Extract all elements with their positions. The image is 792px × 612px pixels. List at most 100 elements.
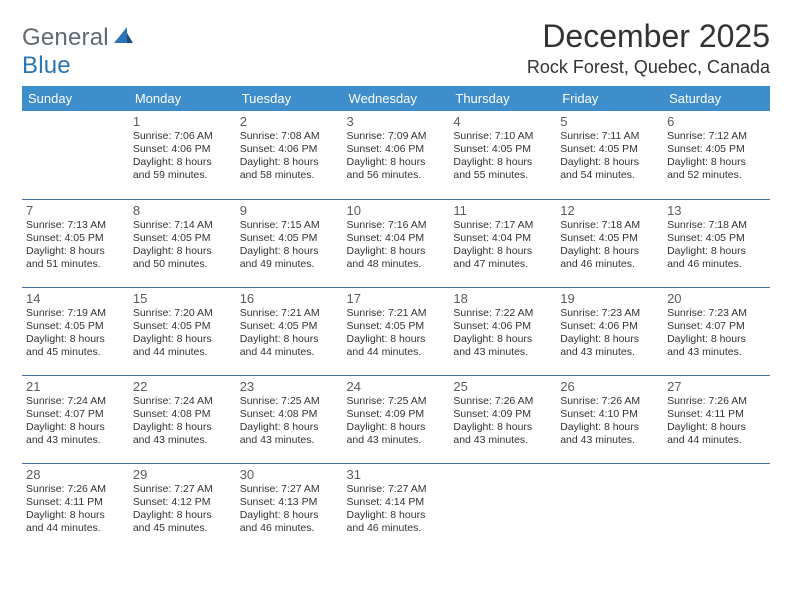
day-info: Sunrise: 7:25 AMSunset: 4:08 PMDaylight:… xyxy=(240,395,339,448)
day-number: 30 xyxy=(240,467,339,482)
calendar-row: 21Sunrise: 7:24 AMSunset: 4:07 PMDayligh… xyxy=(22,375,770,463)
day-info: Sunrise: 7:26 AMSunset: 4:11 PMDaylight:… xyxy=(26,483,125,536)
day-info: Sunrise: 7:11 AMSunset: 4:05 PMDaylight:… xyxy=(560,130,659,183)
day-number: 23 xyxy=(240,379,339,394)
day-info: Sunrise: 7:08 AMSunset: 4:06 PMDaylight:… xyxy=(240,130,339,183)
day-info: Sunrise: 7:06 AMSunset: 4:06 PMDaylight:… xyxy=(133,130,232,183)
calendar-cell: 25Sunrise: 7:26 AMSunset: 4:09 PMDayligh… xyxy=(449,375,556,463)
day-info: Sunrise: 7:26 AMSunset: 4:11 PMDaylight:… xyxy=(667,395,766,448)
day-info: Sunrise: 7:18 AMSunset: 4:05 PMDaylight:… xyxy=(667,219,766,272)
day-number: 21 xyxy=(26,379,125,394)
day-number: 11 xyxy=(453,203,552,218)
day-info: Sunrise: 7:19 AMSunset: 4:05 PMDaylight:… xyxy=(26,307,125,360)
day-info: Sunrise: 7:23 AMSunset: 4:06 PMDaylight:… xyxy=(560,307,659,360)
calendar-body: 1Sunrise: 7:06 AMSunset: 4:06 PMDaylight… xyxy=(22,111,770,551)
calendar-cell: 11Sunrise: 7:17 AMSunset: 4:04 PMDayligh… xyxy=(449,199,556,287)
day-info: Sunrise: 7:21 AMSunset: 4:05 PMDaylight:… xyxy=(240,307,339,360)
day-number: 26 xyxy=(560,379,659,394)
day-number: 13 xyxy=(667,203,766,218)
day-number: 2 xyxy=(240,114,339,129)
calendar-cell: 9Sunrise: 7:15 AMSunset: 4:05 PMDaylight… xyxy=(236,199,343,287)
day-info: Sunrise: 7:18 AMSunset: 4:05 PMDaylight:… xyxy=(560,219,659,272)
day-number: 10 xyxy=(347,203,446,218)
logo-word1: General xyxy=(22,24,109,51)
calendar-cell: 1Sunrise: 7:06 AMSunset: 4:06 PMDaylight… xyxy=(129,111,236,199)
calendar-row: 14Sunrise: 7:19 AMSunset: 4:05 PMDayligh… xyxy=(22,287,770,375)
day-info: Sunrise: 7:10 AMSunset: 4:05 PMDaylight:… xyxy=(453,130,552,183)
calendar-cell xyxy=(449,463,556,551)
day-info: Sunrise: 7:20 AMSunset: 4:05 PMDaylight:… xyxy=(133,307,232,360)
calendar-cell: 12Sunrise: 7:18 AMSunset: 4:05 PMDayligh… xyxy=(556,199,663,287)
calendar-cell: 8Sunrise: 7:14 AMSunset: 4:05 PMDaylight… xyxy=(129,199,236,287)
logo-word2: Blue xyxy=(22,52,71,79)
logo-sail-icon xyxy=(113,25,135,50)
day-info: Sunrise: 7:22 AMSunset: 4:06 PMDaylight:… xyxy=(453,307,552,360)
day-number: 18 xyxy=(453,291,552,306)
day-number: 3 xyxy=(347,114,446,129)
calendar-row: 7Sunrise: 7:13 AMSunset: 4:05 PMDaylight… xyxy=(22,199,770,287)
calendar-table: SundayMondayTuesdayWednesdayThursdayFrid… xyxy=(22,86,770,551)
calendar-cell xyxy=(663,463,770,551)
day-number: 8 xyxy=(133,203,232,218)
day-number: 25 xyxy=(453,379,552,394)
calendar-cell xyxy=(22,111,129,199)
calendar-cell: 31Sunrise: 7:27 AMSunset: 4:14 PMDayligh… xyxy=(343,463,450,551)
day-info: Sunrise: 7:09 AMSunset: 4:06 PMDaylight:… xyxy=(347,130,446,183)
day-header: Saturday xyxy=(663,86,770,111)
day-number: 24 xyxy=(347,379,446,394)
day-info: Sunrise: 7:23 AMSunset: 4:07 PMDaylight:… xyxy=(667,307,766,360)
header-row: General Blue December 2025 Rock Forest, … xyxy=(22,18,770,86)
day-info: Sunrise: 7:14 AMSunset: 4:05 PMDaylight:… xyxy=(133,219,232,272)
calendar-cell: 19Sunrise: 7:23 AMSunset: 4:06 PMDayligh… xyxy=(556,287,663,375)
day-number: 7 xyxy=(26,203,125,218)
day-number: 12 xyxy=(560,203,659,218)
logo-text-block: General Blue xyxy=(22,24,135,80)
calendar-cell: 30Sunrise: 7:27 AMSunset: 4:13 PMDayligh… xyxy=(236,463,343,551)
day-header: Wednesday xyxy=(343,86,450,111)
day-number: 16 xyxy=(240,291,339,306)
calendar-cell: 2Sunrise: 7:08 AMSunset: 4:06 PMDaylight… xyxy=(236,111,343,199)
day-info: Sunrise: 7:24 AMSunset: 4:08 PMDaylight:… xyxy=(133,395,232,448)
calendar-cell: 14Sunrise: 7:19 AMSunset: 4:05 PMDayligh… xyxy=(22,287,129,375)
calendar-cell xyxy=(556,463,663,551)
title-block: December 2025 Rock Forest, Quebec, Canad… xyxy=(527,18,770,86)
day-info: Sunrise: 7:27 AMSunset: 4:13 PMDaylight:… xyxy=(240,483,339,536)
calendar-cell: 26Sunrise: 7:26 AMSunset: 4:10 PMDayligh… xyxy=(556,375,663,463)
calendar-cell: 17Sunrise: 7:21 AMSunset: 4:05 PMDayligh… xyxy=(343,287,450,375)
day-number: 1 xyxy=(133,114,232,129)
day-number: 31 xyxy=(347,467,446,482)
day-info: Sunrise: 7:26 AMSunset: 4:09 PMDaylight:… xyxy=(453,395,552,448)
calendar-cell: 24Sunrise: 7:25 AMSunset: 4:09 PMDayligh… xyxy=(343,375,450,463)
day-info: Sunrise: 7:12 AMSunset: 4:05 PMDaylight:… xyxy=(667,130,766,183)
calendar-cell: 20Sunrise: 7:23 AMSunset: 4:07 PMDayligh… xyxy=(663,287,770,375)
day-info: Sunrise: 7:16 AMSunset: 4:04 PMDaylight:… xyxy=(347,219,446,272)
calendar-cell: 16Sunrise: 7:21 AMSunset: 4:05 PMDayligh… xyxy=(236,287,343,375)
calendar-cell: 10Sunrise: 7:16 AMSunset: 4:04 PMDayligh… xyxy=(343,199,450,287)
day-info: Sunrise: 7:15 AMSunset: 4:05 PMDaylight:… xyxy=(240,219,339,272)
day-number: 28 xyxy=(26,467,125,482)
calendar-cell: 7Sunrise: 7:13 AMSunset: 4:05 PMDaylight… xyxy=(22,199,129,287)
calendar-cell: 22Sunrise: 7:24 AMSunset: 4:08 PMDayligh… xyxy=(129,375,236,463)
day-info: Sunrise: 7:27 AMSunset: 4:12 PMDaylight:… xyxy=(133,483,232,536)
day-number: 6 xyxy=(667,114,766,129)
day-number: 5 xyxy=(560,114,659,129)
day-header: Thursday xyxy=(449,86,556,111)
calendar-cell: 15Sunrise: 7:20 AMSunset: 4:05 PMDayligh… xyxy=(129,287,236,375)
page-title: December 2025 xyxy=(527,18,770,55)
day-info: Sunrise: 7:27 AMSunset: 4:14 PMDaylight:… xyxy=(347,483,446,536)
day-info: Sunrise: 7:17 AMSunset: 4:04 PMDaylight:… xyxy=(453,219,552,272)
day-header: Sunday xyxy=(22,86,129,111)
day-number: 20 xyxy=(667,291,766,306)
calendar-cell: 6Sunrise: 7:12 AMSunset: 4:05 PMDaylight… xyxy=(663,111,770,199)
calendar-row: 28Sunrise: 7:26 AMSunset: 4:11 PMDayligh… xyxy=(22,463,770,551)
day-number: 9 xyxy=(240,203,339,218)
calendar-cell: 3Sunrise: 7:09 AMSunset: 4:06 PMDaylight… xyxy=(343,111,450,199)
day-info: Sunrise: 7:13 AMSunset: 4:05 PMDaylight:… xyxy=(26,219,125,272)
location: Rock Forest, Quebec, Canada xyxy=(527,57,770,78)
day-number: 14 xyxy=(26,291,125,306)
calendar-cell: 5Sunrise: 7:11 AMSunset: 4:05 PMDaylight… xyxy=(556,111,663,199)
calendar-cell: 27Sunrise: 7:26 AMSunset: 4:11 PMDayligh… xyxy=(663,375,770,463)
day-number: 17 xyxy=(347,291,446,306)
calendar-cell: 29Sunrise: 7:27 AMSunset: 4:12 PMDayligh… xyxy=(129,463,236,551)
calendar-cell: 28Sunrise: 7:26 AMSunset: 4:11 PMDayligh… xyxy=(22,463,129,551)
